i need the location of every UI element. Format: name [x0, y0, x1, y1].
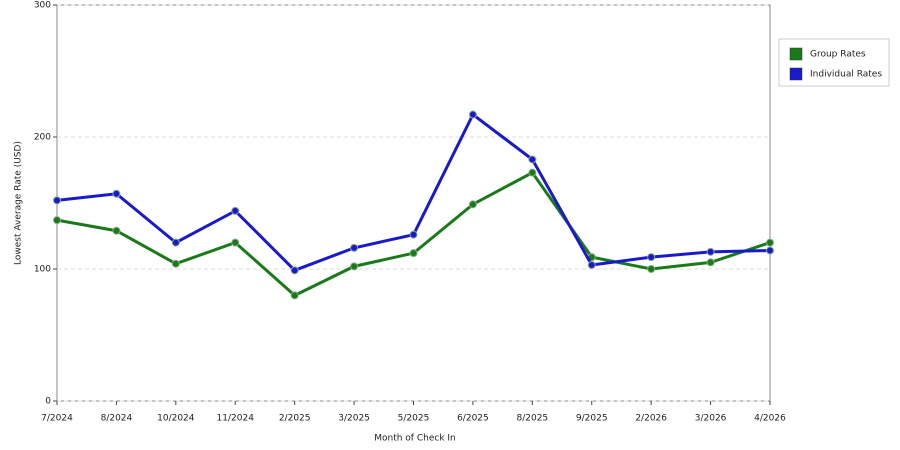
- data-point: [647, 253, 656, 262]
- data-point: [53, 196, 61, 205]
- x-tick-label: 2/2026: [635, 414, 667, 424]
- legend-label: Individual Rates: [810, 70, 882, 80]
- data-point: [706, 247, 715, 256]
- data-point: [171, 238, 180, 247]
- y-tick-label: 0: [45, 397, 51, 407]
- plot-frame: [56, 4, 771, 402]
- legend-swatch: [789, 47, 803, 61]
- x-tick-label: 8/2024: [101, 414, 133, 424]
- data-point: [468, 110, 477, 119]
- data-point: [350, 262, 359, 271]
- data-point: [766, 238, 774, 247]
- x-tick-label: 5/2025: [398, 414, 430, 424]
- legend-label: Group Rates: [810, 50, 866, 60]
- y-tick-label: 100: [34, 265, 51, 275]
- data-point: [766, 246, 774, 255]
- data-point: [231, 206, 240, 215]
- data-point: [171, 259, 180, 268]
- x-tick-label: 8/2025: [516, 414, 548, 424]
- x-tick-label: 4/2026: [754, 414, 786, 424]
- data-point: [647, 265, 656, 273]
- data-point: [409, 249, 418, 258]
- x-tick-label: 10/2024: [157, 414, 195, 424]
- x-tick-label: 9/2025: [576, 414, 608, 424]
- data-point: [468, 200, 477, 209]
- data-point: [587, 261, 596, 270]
- data-point: [231, 238, 240, 247]
- data-point: [528, 168, 537, 177]
- data-point: [350, 243, 359, 252]
- legend-swatch: [789, 67, 803, 81]
- data-point: [112, 189, 121, 198]
- data-point: [528, 155, 537, 164]
- data-point: [409, 230, 418, 239]
- data-point: [290, 266, 299, 275]
- x-tick-label: 6/2025: [457, 414, 489, 424]
- x-tick-label: 11/2024: [217, 414, 255, 424]
- y-tick-label: 200: [34, 133, 51, 143]
- y-axis-title: Lowest Average Rate (USD): [14, 141, 24, 265]
- data-point: [53, 216, 61, 225]
- y-tick-label: 300: [34, 1, 51, 11]
- data-point: [112, 226, 121, 235]
- x-tick-label: 3/2025: [338, 414, 370, 424]
- x-tick-label: 2/2025: [279, 414, 311, 424]
- series-line: [56, 112, 771, 273]
- x-tick-label: 3/2026: [695, 414, 727, 424]
- x-axis-title: Month of Check In: [374, 434, 456, 444]
- x-tick-label: 7/2024: [41, 414, 73, 424]
- data-point: [290, 291, 299, 300]
- data-point: [706, 258, 715, 267]
